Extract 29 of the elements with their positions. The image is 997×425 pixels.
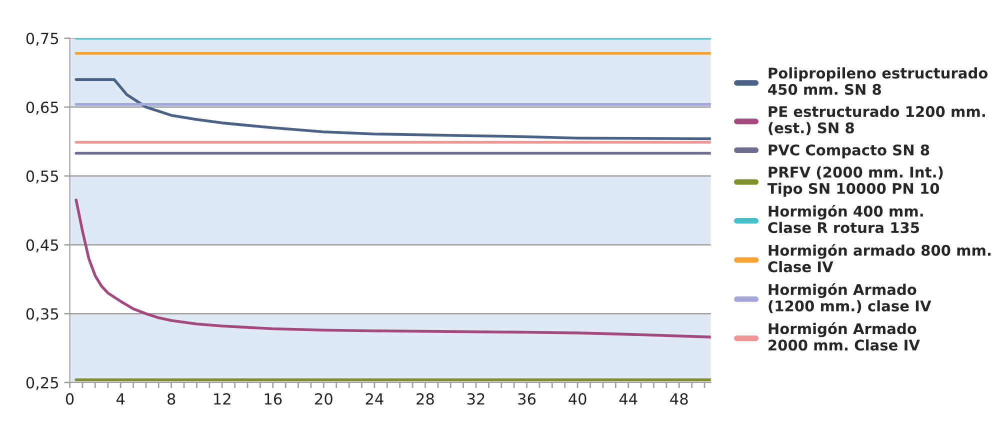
y-tick-label: 0,65 bbox=[26, 102, 58, 115]
y-tick-label: 0,25 bbox=[26, 376, 58, 390]
y-tick-label: 0,45 bbox=[26, 239, 58, 252]
legend-label: Hormigón armado 800 mm. Clase IV bbox=[768, 244, 991, 272]
x-tick-label: 32 bbox=[467, 393, 484, 405]
y-tick-label: 0,55 bbox=[26, 170, 58, 184]
legend-label: PE estructurado 1200 mm. (est.) SN 8 bbox=[768, 106, 985, 136]
y-tick-label: 0,75 bbox=[26, 32, 58, 46]
legend-label: Hormigón Armado 2000 mm. Clase IV bbox=[768, 322, 920, 351]
x-tick-label: 16 bbox=[264, 393, 282, 405]
x-tick-label: 44 bbox=[619, 393, 638, 405]
x-tick-label: 28 bbox=[416, 393, 434, 405]
legend-label: PRFV (2000 mm. Int.) Tipo SN 10000 PN 10 bbox=[768, 166, 943, 197]
x-tick-label: 40 bbox=[568, 393, 586, 405]
x-tick-label: 12 bbox=[214, 393, 230, 405]
y-tick-label: 0,35 bbox=[26, 308, 58, 322]
legend-label: Hormigón 400 mm. Clase R rotura 135 bbox=[768, 204, 923, 234]
legend-label: PVC Compacto SN 8 bbox=[768, 144, 930, 158]
x-tick-label: 4 bbox=[116, 393, 125, 405]
x-tick-label: 36 bbox=[518, 393, 536, 405]
line-series bbox=[74, 78, 711, 140]
x-tick-label: 0 bbox=[66, 393, 74, 405]
x-tick-label: 48 bbox=[670, 393, 688, 405]
line-series bbox=[74, 198, 711, 338]
legend-label: Polipropileno estructurado 450 mm. SN 8 bbox=[768, 67, 988, 95]
legend-label: Hormigón Armado (1200 mm.) clase IV bbox=[768, 283, 932, 314]
x-tick-label: 8 bbox=[168, 393, 176, 405]
x-tick-label: 24 bbox=[366, 393, 384, 405]
x-tick-label: 20 bbox=[315, 393, 332, 405]
